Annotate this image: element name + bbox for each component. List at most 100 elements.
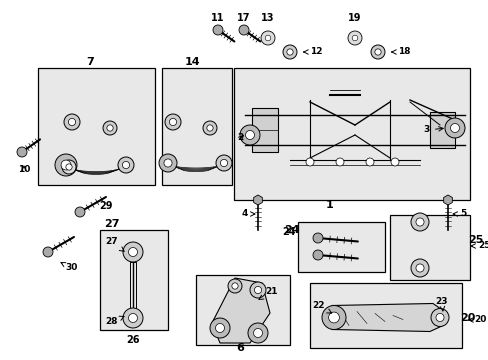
Circle shape [215,324,224,333]
Text: 13: 13 [261,13,274,23]
Circle shape [55,154,77,176]
Text: 4: 4 [241,210,254,219]
Circle shape [415,218,423,226]
Circle shape [444,118,464,138]
Circle shape [249,282,265,298]
Text: 30: 30 [61,262,77,273]
Circle shape [103,121,117,135]
Text: 29: 29 [99,201,113,211]
Circle shape [231,283,238,289]
Circle shape [321,306,346,329]
Text: 20: 20 [468,315,486,324]
Circle shape [68,118,76,126]
Circle shape [415,264,423,272]
Text: 28: 28 [105,316,124,327]
Bar [297,222,384,272]
Text: 24: 24 [282,227,295,237]
Circle shape [410,259,428,277]
Polygon shape [212,278,269,343]
Circle shape [216,155,231,171]
Text: 17: 17 [237,13,250,23]
Circle shape [435,314,443,321]
Circle shape [254,287,261,294]
Text: 5: 5 [452,210,465,219]
Text: 21: 21 [259,288,277,300]
Circle shape [220,159,227,167]
Circle shape [328,312,339,323]
Circle shape [64,114,80,130]
Circle shape [410,213,428,231]
Text: 14: 14 [184,57,200,67]
Text: 26: 26 [126,335,140,345]
Text: 19: 19 [347,13,361,23]
Circle shape [240,125,260,145]
Circle shape [122,161,129,168]
Circle shape [123,242,142,262]
Circle shape [449,123,459,132]
Circle shape [347,31,361,45]
Text: 10: 10 [18,166,30,175]
Text: 22: 22 [312,302,331,313]
Text: 20: 20 [459,313,475,323]
Text: 27: 27 [104,219,120,229]
Circle shape [159,154,177,172]
Bar [38,68,155,185]
Circle shape [213,25,223,35]
Circle shape [312,250,323,260]
Text: 6: 6 [236,343,244,353]
Circle shape [312,233,323,243]
Text: 27: 27 [105,238,124,251]
Circle shape [286,49,292,55]
Text: 2: 2 [237,134,244,143]
Circle shape [247,323,267,343]
Circle shape [374,49,380,55]
Circle shape [227,279,242,293]
Circle shape [390,158,398,166]
Bar [389,215,469,280]
Text: 1: 1 [325,200,333,210]
Circle shape [261,31,274,45]
Bar [162,68,231,185]
Circle shape [209,318,229,338]
Circle shape [305,158,313,166]
Text: 23: 23 [435,297,447,311]
Polygon shape [251,108,278,152]
Circle shape [245,130,254,139]
Bar [309,283,461,348]
Text: 24: 24 [284,225,299,235]
Circle shape [61,160,71,170]
Circle shape [206,125,213,131]
Polygon shape [253,195,262,205]
Circle shape [370,45,384,59]
Circle shape [365,158,373,166]
Polygon shape [443,195,451,205]
Circle shape [283,45,296,59]
Circle shape [264,35,270,41]
Polygon shape [324,303,445,332]
Text: 18: 18 [391,48,409,57]
Circle shape [107,125,113,131]
Text: 12: 12 [303,48,322,57]
Circle shape [66,164,72,170]
Circle shape [253,328,262,338]
Circle shape [43,247,53,257]
Text: 25: 25 [468,235,483,245]
Bar [100,230,168,330]
Circle shape [118,157,134,173]
Circle shape [62,160,76,174]
Circle shape [335,158,343,166]
Text: 7: 7 [86,57,94,67]
Circle shape [128,314,137,323]
Circle shape [128,248,137,256]
Circle shape [17,147,27,157]
Polygon shape [429,112,454,148]
Bar [196,275,289,345]
Circle shape [164,114,181,130]
Circle shape [75,207,85,217]
Circle shape [203,121,217,135]
Text: 3: 3 [423,126,442,135]
Circle shape [239,25,248,35]
Circle shape [430,309,448,327]
Circle shape [351,35,357,41]
Text: 25: 25 [470,242,488,251]
